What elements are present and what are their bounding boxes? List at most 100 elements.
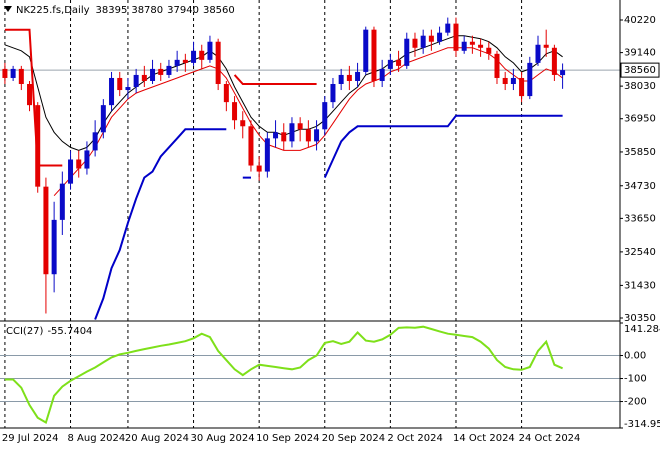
candle-body (117, 77, 123, 91)
cci-tick-label: -100 (624, 374, 647, 385)
candle-body (273, 132, 279, 139)
candle-body (560, 70, 566, 76)
y-tick-label: 35850 (624, 147, 656, 158)
candle-body (92, 132, 98, 151)
candle-body (355, 71, 361, 81)
candle-body (330, 84, 336, 103)
current-price-label: 38560 (624, 65, 656, 76)
indicator-line (94, 114, 563, 320)
candle-body (412, 38, 418, 48)
candle-body (461, 41, 467, 51)
candle-body (264, 138, 270, 172)
candle-body (84, 150, 90, 169)
y-tick-label: 32540 (624, 247, 656, 258)
candle-body (68, 159, 74, 184)
candle-body (59, 183, 65, 220)
candle-body (150, 68, 156, 81)
y-tick-label: 36950 (624, 114, 656, 125)
candle-body (281, 132, 287, 142)
x-tick-label: 29 Jul 2024 (2, 433, 59, 444)
cci-title: CCI(27) -55.7404 (6, 326, 92, 337)
last-close: 38560 (203, 5, 235, 16)
candle-body (494, 53, 500, 78)
candle-body (248, 126, 254, 166)
candle-body (215, 41, 221, 85)
cci-name: CCI(27) (6, 326, 44, 337)
candle-body (404, 38, 410, 66)
candle-body (453, 23, 459, 51)
indicator-line (4, 28, 317, 167)
candle-body (346, 74, 352, 81)
candle-body (10, 68, 16, 78)
x-tick-label: 20 Sep 2024 (322, 433, 385, 444)
x-tick-label: 2 Oct 2024 (387, 433, 442, 444)
candle-body (478, 44, 484, 48)
header-icon (4, 6, 12, 12)
candle-body (109, 77, 115, 106)
candle-body (18, 68, 24, 85)
y-tick-label: 39140 (624, 48, 656, 59)
candle-body (338, 74, 344, 85)
candle-body (207, 41, 213, 60)
candle-body (527, 62, 533, 97)
candle-body (379, 68, 385, 81)
candle-body (551, 47, 557, 75)
current-price-box (620, 62, 660, 78)
candle-body (469, 41, 475, 45)
y-tick-label: 34730 (624, 181, 656, 192)
candle-body (199, 50, 205, 60)
candle-body (420, 35, 426, 48)
last-open: 38395 (96, 5, 128, 16)
candle-body (445, 23, 451, 33)
candle-body (182, 59, 188, 63)
candle-body (486, 47, 492, 54)
candle-body (2, 68, 8, 78)
candle-body (363, 29, 369, 72)
y-tick-label: 38030 (624, 81, 656, 92)
candle-body (535, 44, 541, 63)
cci-tick-label: 0.00 (624, 351, 646, 362)
candle-body (125, 87, 131, 91)
y-tick-label: 33650 (624, 213, 656, 224)
candle-body (232, 102, 238, 121)
cci-last: -55.7404 (47, 326, 92, 337)
candle-body (428, 35, 434, 42)
candle-body (322, 102, 328, 130)
candle-body (297, 123, 303, 130)
candle-body (305, 129, 311, 142)
candle-body (543, 44, 549, 48)
symbol: NK225.fs,Daily (16, 5, 90, 16)
candle-body (141, 74, 147, 81)
x-tick-label: 14 Oct 2024 (453, 433, 515, 444)
marks-layer (2, 17, 566, 425)
candle-body (174, 59, 180, 66)
candle-body (371, 29, 377, 81)
candle-body (76, 159, 82, 169)
grid-layer (0, 0, 623, 429)
x-tick-label: 20 Aug 2024 (125, 433, 189, 444)
y-tick-label: 40220 (624, 15, 656, 26)
cci-tick-label: 141.2847 (624, 324, 660, 335)
candle-body (314, 129, 320, 142)
candle-body (223, 84, 229, 103)
candle-body (240, 120, 246, 127)
candle-body (166, 65, 172, 75)
candle-body (51, 219, 57, 275)
candle-body (158, 68, 164, 75)
y-tick-label: 30350 (624, 313, 656, 324)
candle-body (256, 165, 262, 172)
candle-body (396, 59, 402, 66)
candle-body (27, 84, 33, 106)
cci-tick-label: -200 (624, 397, 647, 408)
candle-body (100, 105, 106, 133)
candle-body (502, 77, 508, 85)
candle-body (289, 123, 295, 142)
y-tick-label: 31430 (624, 280, 656, 291)
x-tick-label: 24 Oct 2024 (519, 433, 581, 444)
chart-header: NK225.fs,Daily 38395 38780 37940 38560 (16, 5, 235, 16)
candle-body (519, 77, 525, 97)
cci-tick-label: -314.9530 (624, 419, 660, 430)
candle-body (437, 32, 443, 42)
